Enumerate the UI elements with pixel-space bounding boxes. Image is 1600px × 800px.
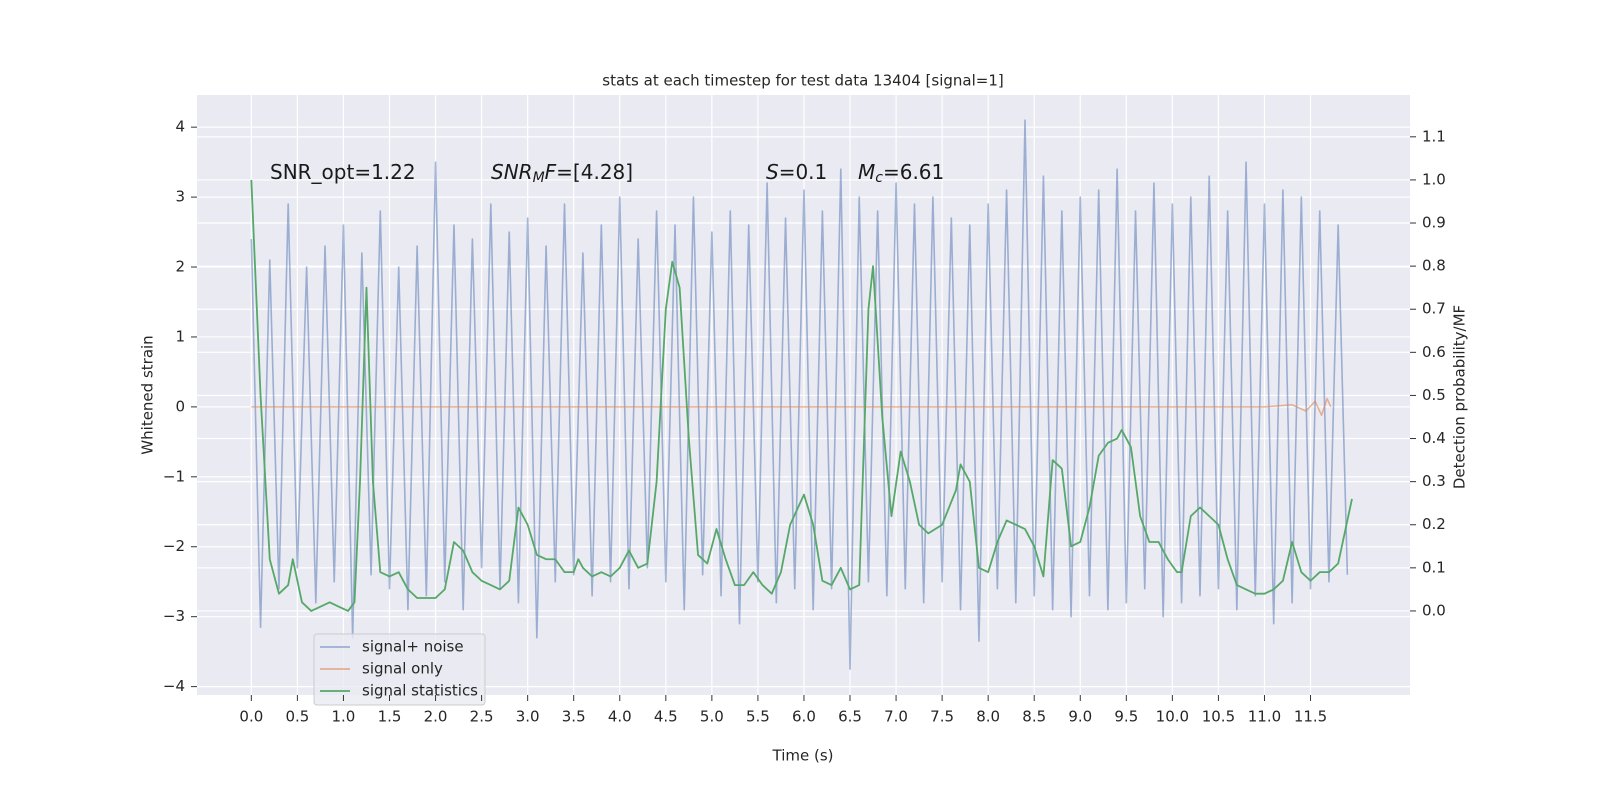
annotation-part: SNR <box>491 160 533 184</box>
x-tick-label: 8.0 <box>976 708 1000 726</box>
y-axis-label: Whitened strain <box>139 335 157 454</box>
series-line <box>250 179 1353 612</box>
annotation-part: =[4.28] <box>556 160 633 184</box>
annotation-part: =6.61 <box>883 160 944 184</box>
annotation: SNR_opt=1.22 <box>270 160 416 184</box>
annotation-part: SNR_opt=1.22 <box>270 160 416 184</box>
x-tick-label: 1.5 <box>378 708 402 726</box>
y-tick-label: 4 <box>175 118 185 136</box>
y2-tick-label: 1.1 <box>1422 127 1446 145</box>
x-tick-label: 8.5 <box>1022 708 1046 726</box>
y-tick-label: −2 <box>163 537 185 555</box>
y2-tick-label: 0.6 <box>1422 343 1446 361</box>
annotation-part: c <box>875 170 883 186</box>
x-tick-label: 6.5 <box>838 708 862 726</box>
x-tick-label: 10.0 <box>1156 708 1189 726</box>
x-tick-label: 5.5 <box>746 708 770 726</box>
annotation: SNRMF=[4.28] <box>491 160 633 187</box>
y2-tick-label: 0.4 <box>1422 429 1446 447</box>
annotations: SNR_opt=1.22 SNRMF=[4.28] S=0.1 Mc=6.61 <box>270 160 944 187</box>
x-tick-label: 10.5 <box>1202 708 1235 726</box>
legend-label: signal statistics <box>362 682 478 700</box>
annotation: Mc=6.61 <box>858 160 944 187</box>
y2-tick-label: 0.8 <box>1422 257 1446 275</box>
y2-tick-label: 0.3 <box>1422 472 1446 490</box>
series-line <box>251 397 1332 417</box>
x-tick-label: 3.0 <box>516 708 540 726</box>
annotation-part: S <box>766 160 779 184</box>
annotation: S=0.1 <box>766 160 827 184</box>
x-tick-label: 4.0 <box>608 708 632 726</box>
y-tick-label: 2 <box>175 258 185 276</box>
x-tick-label: 6.0 <box>792 708 816 726</box>
y-tick-label: 3 <box>175 188 185 206</box>
x-tick-label: 0.0 <box>239 708 263 726</box>
x-tick-label: 9.5 <box>1114 708 1138 726</box>
legend-label: signal+ noise <box>362 638 464 656</box>
y2-tick-label: 0.2 <box>1422 515 1446 533</box>
marks <box>250 119 1353 670</box>
x-tick-label: 1.0 <box>332 708 356 726</box>
y-tick-label: −4 <box>163 677 185 695</box>
x-tick-label: 7.5 <box>930 708 954 726</box>
annotation-part: M <box>858 160 875 184</box>
annotation-part: F <box>545 160 557 184</box>
y-tick-label: −3 <box>163 607 185 625</box>
y2-tick-label: 0.5 <box>1422 386 1446 404</box>
y2-tick-label: 0.7 <box>1422 300 1446 318</box>
x-tick-label: 2.5 <box>470 708 494 726</box>
legend: signal+ noise signal only signal statistic… <box>313 633 486 706</box>
chart-title: stats at each timestep for test data 134… <box>602 72 1003 90</box>
x-tick-label: 0.5 <box>285 708 309 726</box>
annotation-part: M <box>533 170 545 186</box>
y2-axis-label: Detection probability/MF <box>1451 305 1469 489</box>
series-line <box>250 119 1349 670</box>
legend-label: signal only <box>362 660 443 678</box>
x-axis-label: Time (s) <box>772 747 834 765</box>
y-tick-label: −1 <box>163 467 185 485</box>
x-tick-label: 11.5 <box>1294 708 1327 726</box>
y-tick-label: 1 <box>175 327 185 345</box>
y2-tick-label: 0.0 <box>1422 601 1446 619</box>
legend-box <box>313 633 486 706</box>
x-tick-label: 3.5 <box>562 708 586 726</box>
y2-tick-label: 0.9 <box>1422 214 1446 232</box>
x-tick-label: 5.0 <box>700 708 724 726</box>
y2-tick-label: 0.1 <box>1422 558 1446 576</box>
x-tick-label: 4.5 <box>654 708 678 726</box>
x-tick-label: 11.0 <box>1248 708 1281 726</box>
y-tick-label: 0 <box>175 397 185 415</box>
y2-tick-label: 1.0 <box>1422 170 1446 188</box>
annotation-part: =0.1 <box>779 160 828 184</box>
x-tick-label: 7.0 <box>884 708 908 726</box>
x-tick-label: 2.0 <box>424 708 448 726</box>
x-tick-label: 9.0 <box>1068 708 1092 726</box>
